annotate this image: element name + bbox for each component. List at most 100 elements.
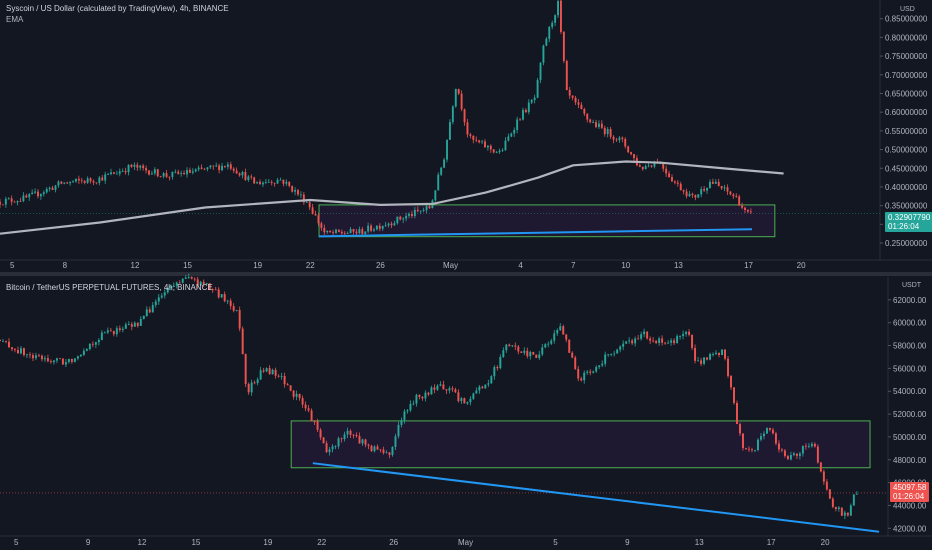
pane1-candle-body (224, 165, 226, 167)
pane2-candle-body (658, 338, 661, 343)
pane1-candle-body (45, 188, 48, 193)
pane1-candle-body (589, 119, 592, 123)
pane1-ytick-label: 0.50000000 (885, 146, 928, 155)
pane1-candle-body (180, 173, 183, 174)
pane2-candle-body (103, 332, 106, 334)
pane2-candle-body (502, 350, 505, 358)
pane2-candle-body (295, 393, 298, 397)
pane2-candle-body (106, 330, 109, 333)
pane1-candle-body (261, 182, 264, 185)
pane1-candle-body (448, 122, 451, 140)
pane2-candle-body (771, 429, 774, 434)
pane2-candle-body (511, 345, 514, 347)
pane1-candle-body (577, 102, 580, 105)
pane2-candle-body (583, 372, 586, 381)
pane2-candle-body (286, 384, 289, 386)
pane2-candle-body (454, 389, 457, 393)
pane1-candle-body (571, 95, 574, 98)
pane1-candle-body (451, 106, 454, 123)
pane1-candle-body (238, 173, 241, 176)
pane2-candle-body (145, 309, 148, 316)
pane1-candle-body (1, 204, 4, 206)
pane1-candle-body (75, 178, 77, 182)
pane2-candle-body (2, 340, 4, 342)
pane1-candle-body (229, 164, 232, 169)
pane1-candle-body (714, 181, 717, 184)
pane2-candle-body (550, 340, 553, 344)
pane2-candle-body (643, 331, 646, 335)
pane1-candle-body (80, 180, 83, 182)
pane2-candle-body (394, 436, 397, 447)
pane1-candle-body (378, 225, 381, 229)
pane2-candle-body (43, 358, 46, 360)
pane2-candle-body (337, 438, 340, 447)
pane2-candle-body (798, 453, 801, 456)
pane2-candle-body (22, 348, 25, 356)
pane2-candle-body (825, 481, 828, 490)
pane1-candle-body (504, 140, 507, 151)
pane2-candle-body (199, 281, 202, 286)
pane1-candle-body (402, 218, 405, 220)
pane2-candle-body (469, 398, 472, 403)
pane1-candle-body (361, 229, 364, 234)
pane2-candle-body (661, 338, 664, 343)
pane2-xtick-label: 26 (389, 538, 398, 547)
pane2-candle-body (613, 353, 616, 355)
pane2-candle-body (577, 368, 580, 379)
pane2-candle-body (544, 344, 547, 348)
pane2-candle-body (424, 392, 427, 399)
pane2-candle-body (553, 333, 556, 341)
pane2-candle-body (520, 351, 523, 353)
pane2-candle-body (765, 427, 768, 434)
pane1-candle-body (516, 119, 519, 130)
pane-separator (0, 272, 932, 276)
pane2-candle-body (5, 340, 7, 342)
pane2-candle-body (277, 375, 280, 377)
pane2-candle-body (142, 315, 145, 319)
pane2-candle-body (8, 341, 10, 348)
pane1-candle-body (270, 181, 273, 183)
pane2-candle-body (241, 328, 244, 355)
pane1-candle-body (671, 177, 673, 182)
pane2-candle-body (34, 355, 37, 359)
pane1-candle-body (221, 165, 223, 171)
pane1-candle-body (711, 181, 714, 184)
pane2-candle-body (565, 334, 568, 340)
pane1-candle-body (168, 176, 171, 178)
pane1-title: Syscoin / US Dollar (calculated by Tradi… (6, 4, 229, 13)
pane2-candle-body (175, 282, 178, 286)
pane1-candle-body (352, 229, 355, 232)
pane2-countdown: 01:26:04 (893, 492, 925, 501)
pane1-candle-body (709, 181, 711, 188)
pane2-candle-body (40, 355, 43, 360)
pane2-candle-body (406, 410, 409, 412)
pane1-candle-body (364, 231, 367, 234)
pane2-candle-body (807, 446, 810, 447)
pane1-candle-body (606, 129, 609, 135)
pane1-candle-body (498, 150, 501, 153)
pane2-candle-body (388, 452, 391, 455)
pane2-candle-body (631, 340, 634, 344)
pane1-candle-body (399, 216, 402, 220)
pane1-candle-body (428, 206, 431, 209)
pane1-candle-body (110, 172, 112, 175)
pane2-xtick-label: 9 (86, 538, 91, 547)
pane1-candle-body (60, 181, 63, 184)
pane1-candle-body (370, 225, 372, 231)
pane2-candle-body (382, 449, 385, 453)
pane1-indicator-label[interactable]: EMA (6, 15, 24, 24)
pane2-candle-body (547, 343, 550, 345)
pane2-candle-body (235, 310, 238, 311)
pane2-candle-body (664, 342, 667, 344)
pane2-candle-body (457, 392, 460, 402)
pane1-candle-body (145, 168, 148, 171)
pane2-candle-body (697, 360, 700, 362)
pane2-candle-body (718, 352, 721, 356)
pane1-candle-body (603, 127, 606, 135)
pane1-ytick-label: 0.60000000 (885, 108, 928, 117)
pane1-candle-body (349, 229, 352, 234)
pane1-candle-body (673, 181, 676, 183)
pane1-candle-body (115, 173, 118, 175)
